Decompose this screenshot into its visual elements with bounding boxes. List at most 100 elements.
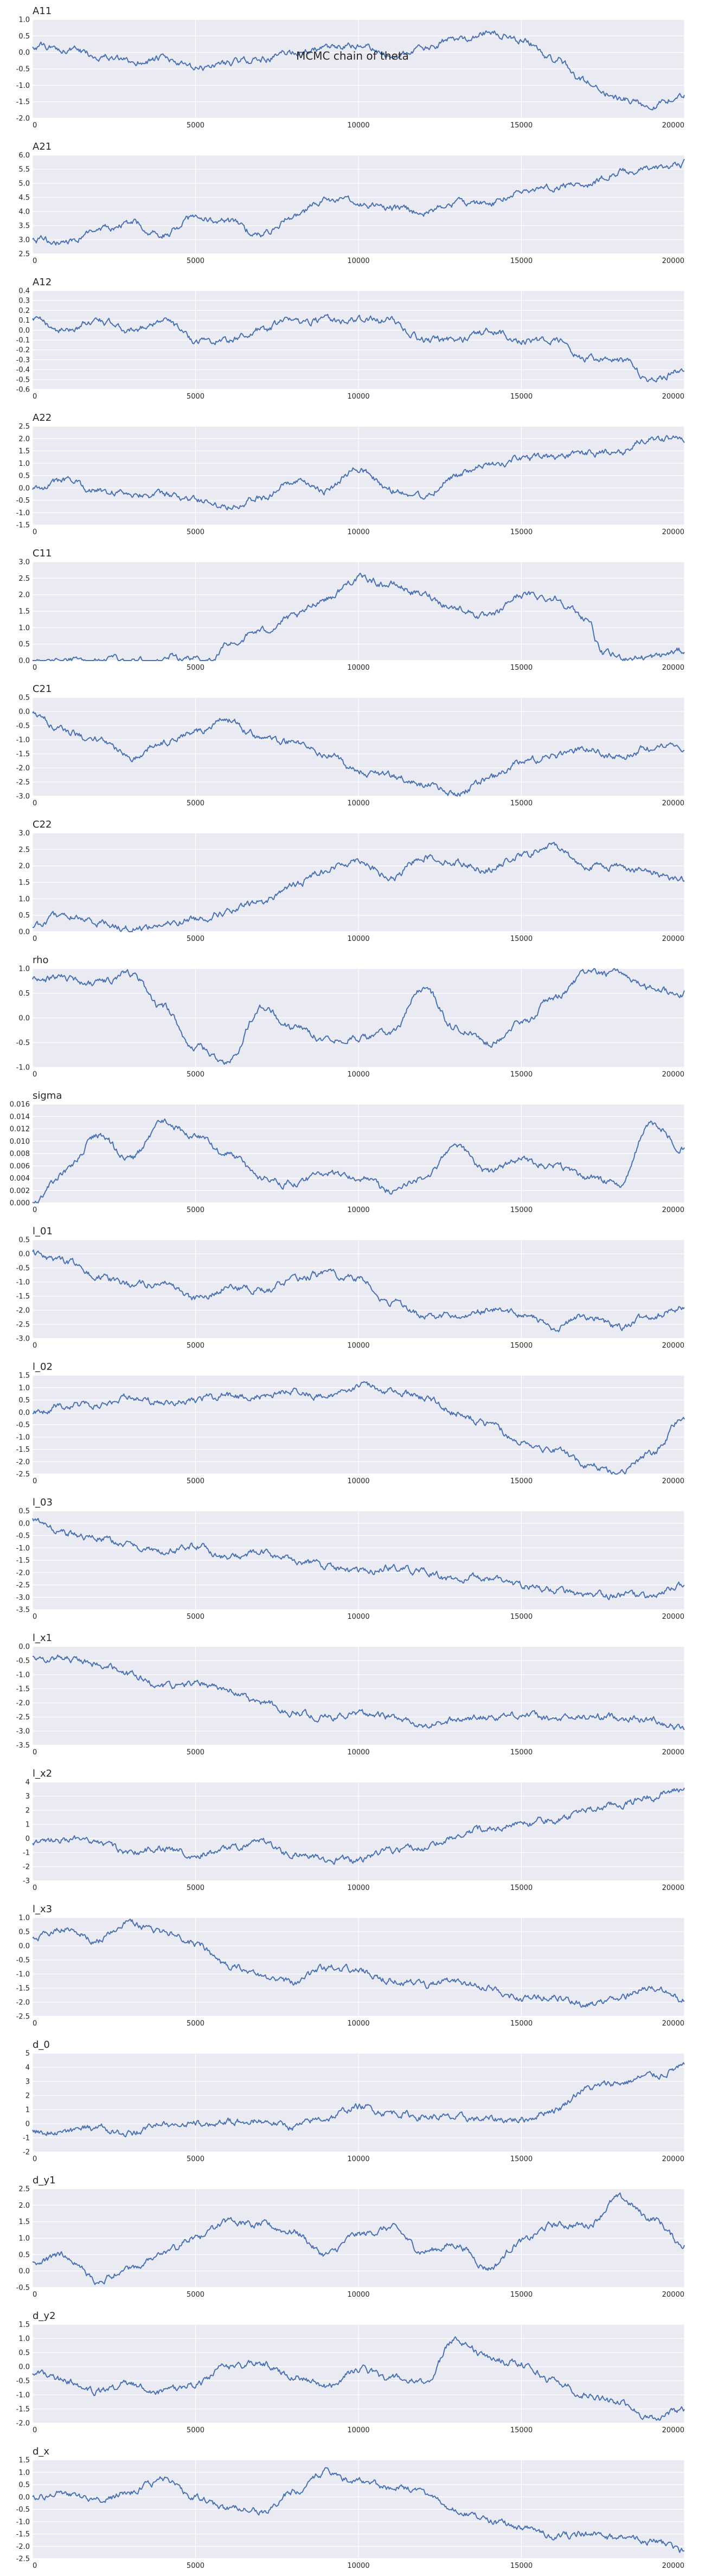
y-tick-label: -2.0 (16, 1700, 30, 1708)
y-tick-label: -0.3 (16, 356, 30, 364)
y-tick-label: -1.5 (16, 1557, 30, 1565)
x-tick-label: 0 (33, 2155, 37, 2163)
y-tick-label: 0 (25, 2120, 30, 2129)
y-tick-label: -0.6 (16, 386, 30, 394)
x-tick-label: 20000 (662, 2155, 684, 2163)
x-tick-label: 10000 (347, 1613, 369, 1621)
x-tick-label: 20000 (662, 1071, 684, 1079)
x-tick-label: 15000 (510, 1071, 533, 1079)
y-tick-label: -2.5 (16, 1471, 30, 1479)
panel-title: l_x2 (33, 1768, 52, 1779)
trace-line-d_y2 (32, 2336, 685, 2421)
y-tick-label: 0.0 (18, 1409, 30, 1417)
y-tick-label: 2.0 (18, 435, 30, 443)
x-tick-label: 20000 (662, 2291, 684, 2299)
y-tick-label: 0.5 (18, 1236, 30, 1245)
y-tick-label: 0.012 (10, 1125, 30, 1133)
panel-title: A21 (33, 141, 52, 152)
y-tick-label: -2.0 (16, 1458, 30, 1466)
y-tick-label: 0.5 (18, 2349, 30, 2357)
trace-panel-l_03: l_03 0 5000 10000 15000 20000 -3.5 -3.0 -2.5 -2.0… (16, 1497, 685, 1621)
x-tick-label: 5000 (187, 2020, 204, 2028)
y-tick-label: 1.5 (18, 2218, 30, 2226)
x-tick-label: 0 (33, 2020, 37, 2028)
panel-title: C22 (33, 819, 52, 830)
panel-title: d_y1 (33, 2175, 56, 2186)
x-tick-label: 15000 (510, 528, 533, 536)
x-tick-label: 5000 (187, 2291, 204, 2299)
x-tick-label: 0 (33, 935, 37, 943)
y-tick-label: -3.0 (16, 793, 30, 801)
y-tick-label: 1.0 (18, 1914, 30, 1923)
trace-line-d_x (32, 2467, 685, 2553)
y-tick-label: 5 (25, 2050, 30, 2058)
trace-panel-sigma: sigma 0 5000 10000 15000 20000 0.000 0.002 0.004… (10, 1090, 685, 1214)
x-tick-label: 10000 (347, 2291, 369, 2299)
trace-panel-a11: A11 0 5000 10000 15000 20000 -2.0 -1.5 -1.0 -0.5 0… (16, 5, 685, 130)
y-tick-label: 3.5 (18, 222, 30, 230)
x-tick-label: 10000 (347, 2426, 369, 2434)
x-tick-label: 20000 (662, 2562, 684, 2570)
panel-title: l_x1 (33, 1632, 52, 1644)
y-tick-label: 0.5 (18, 694, 30, 702)
x-tick-label: 10000 (347, 121, 369, 130)
y-tick-label: -1.5 (16, 1985, 30, 1993)
y-tick-label: 0.4 (18, 287, 30, 296)
y-tick-label: 2.0 (18, 862, 30, 870)
x-tick-label: 5000 (187, 1613, 204, 1621)
y-tick-label: 1.0 (18, 2235, 30, 2243)
x-tick-label: 15000 (510, 2562, 533, 2570)
y-tick-label: 0.5 (18, 1396, 30, 1405)
y-tick-label: 0.008 (10, 1150, 30, 1158)
y-tick-label: 2.0 (18, 591, 30, 599)
x-tick-label: 5000 (187, 1071, 204, 1079)
y-tick-label: -1.0 (16, 1545, 30, 1553)
x-tick-label: 20000 (662, 1884, 684, 1892)
y-tick-label: 1.5 (18, 608, 30, 616)
y-tick-label: 0.006 (10, 1162, 30, 1170)
y-tick-label: -1.5 (16, 1446, 30, 1454)
y-tick-label: -3.5 (16, 1606, 30, 1614)
y-tick-label: -2.5 (16, 1581, 30, 1590)
x-tick-label: 15000 (510, 393, 533, 401)
x-tick-label: 0 (33, 1748, 37, 1757)
x-tick-label: 10000 (347, 1342, 369, 1350)
y-tick-label: -2.0 (16, 115, 30, 123)
trace-line-l_x2 (32, 1787, 685, 1865)
x-tick-label: 0 (33, 2291, 37, 2299)
y-tick-label: -2.0 (16, 2543, 30, 2551)
y-tick-label: 0.0 (18, 1015, 30, 1023)
y-tick-label: 0.004 (10, 1175, 30, 1183)
y-tick-label: -2.0 (16, 2420, 30, 2428)
trace-line-d_y1 (32, 2192, 685, 2285)
y-tick-label: 0.0 (18, 326, 30, 335)
y-tick-label: 0.0 (18, 1251, 30, 1259)
x-tick-label: 15000 (510, 2020, 533, 2028)
x-tick-label: 20000 (662, 1748, 684, 1757)
x-tick-label: 5000 (187, 664, 204, 672)
panel-title: d_0 (33, 2039, 50, 2050)
y-tick-label: 1.5 (18, 1372, 30, 1380)
trace-panel-d_0: d_0 0 5000 10000 15000 20000 -2 -1 0 1 2 3 4 5 (23, 2039, 685, 2163)
y-tick-label: 0.0 (18, 708, 30, 716)
trace-line-a21 (32, 158, 685, 246)
y-tick-label: 1 (25, 2106, 30, 2114)
y-tick-label: -1.0 (16, 1064, 30, 1072)
y-tick-label: -0.5 (16, 1421, 30, 1430)
x-tick-label: 5000 (187, 528, 204, 536)
x-tick-label: 5000 (187, 1342, 204, 1350)
x-tick-label: 5000 (187, 1884, 204, 1892)
x-tick-label: 15000 (510, 1613, 533, 1621)
x-tick-label: 0 (33, 1477, 37, 1485)
y-tick-label: 1.5 (18, 2321, 30, 2329)
trace-panel-d_y2: d_y2 0 5000 10000 15000 20000 -2.0 -1.5 -1.0 -0.5… (16, 2310, 685, 2434)
y-tick-label: -0.5 (16, 1265, 30, 1273)
panel-title: d_y2 (33, 2310, 56, 2322)
y-tick-label: -2.5 (16, 1714, 30, 1722)
x-tick-label: 20000 (662, 121, 684, 130)
trace-panel-l_01: l_01 0 5000 10000 15000 20000 -3.0 -2.5 -2.0 -1.5… (16, 1226, 685, 1350)
y-tick-label: 0.0 (18, 1643, 30, 1651)
y-tick-label: -1.0 (16, 2518, 30, 2526)
y-tick-label: 1.0 (18, 16, 30, 24)
